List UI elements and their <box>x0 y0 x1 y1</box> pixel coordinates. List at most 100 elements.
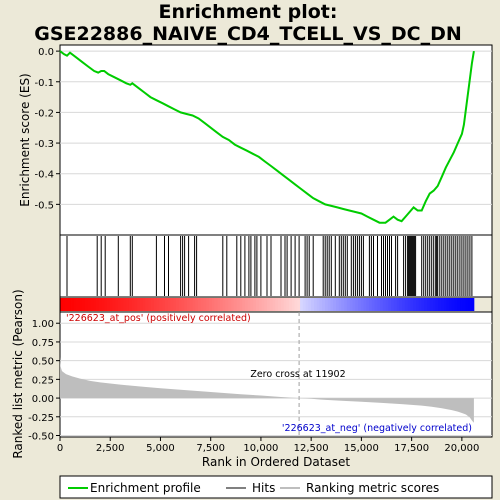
metric-tick-label: 1.00 <box>32 319 54 330</box>
legend-metric-label: Ranking metric scores <box>306 481 439 495</box>
colorbar-segment <box>228 298 232 311</box>
colorbar-segment <box>140 298 144 311</box>
chart-title-line2: GSE22886_NAIVE_CD4_TCELL_VS_DC_DN <box>34 23 462 45</box>
colorbar-segment <box>369 298 373 311</box>
colorbar-segment <box>104 298 108 311</box>
colorbar-segment <box>239 298 243 311</box>
colorbar-segment <box>391 298 395 311</box>
colorbar-segment <box>355 298 359 311</box>
zero-cross-label: Zero cross at 11902 <box>250 369 345 380</box>
colorbar-segment <box>374 298 378 311</box>
colorbar-segment <box>402 298 406 311</box>
colorbar-segment <box>308 298 312 311</box>
colorbar-segment <box>195 298 199 311</box>
colorbar-segment <box>156 298 160 311</box>
metric-tick-label: -0.50 <box>28 432 54 443</box>
colorbar-segment <box>62 298 66 311</box>
x-ticks: 0 2,500 5,000 7,500 10,000 12,500 15,000 17,500… <box>57 437 479 454</box>
colorbar-segment <box>446 298 450 311</box>
colorbar-segment <box>438 298 442 311</box>
colorbar-segment <box>371 298 375 311</box>
colorbar-segment <box>275 298 279 311</box>
metric-tick-label: 0.50 <box>32 357 54 368</box>
colorbar-segment <box>93 298 97 311</box>
colorbar-segment <box>465 298 469 311</box>
colorbar-segment <box>432 298 436 311</box>
colorbar-segment <box>266 298 271 311</box>
colorbar-segment <box>112 298 116 311</box>
colorbar-segment <box>115 298 119 311</box>
x-tick-label: 7,500 <box>196 443 225 454</box>
colorbar-segment <box>142 298 146 311</box>
colorbar-segment <box>159 298 163 311</box>
es-y-axis-label: Enrichment score (ES) <box>18 73 32 206</box>
colorbar-segment <box>197 298 202 311</box>
colorbar-segment <box>451 298 455 311</box>
enrichment-profile-line <box>59 50 475 224</box>
x-tick-label: 15,000 <box>344 443 379 454</box>
es-tick-label: 0.0 <box>38 47 54 58</box>
colorbar-segment <box>454 298 458 311</box>
colorbar-segment <box>167 298 171 311</box>
colorbar-segment <box>258 298 262 311</box>
chart-title-line1: Enrichment plot: <box>159 1 338 23</box>
x-tick-label: 0 <box>57 443 63 454</box>
metric-tick-label: 0.75 <box>32 338 54 349</box>
colorbar-segment <box>349 298 353 311</box>
colorbar-segment <box>410 298 414 311</box>
colorbar-segment <box>449 298 453 311</box>
x-axis-label: Rank in Ordered Dataset <box>202 455 350 469</box>
colorbar-segment <box>388 298 392 311</box>
colorbar-segment <box>65 298 69 311</box>
colorbar-segment <box>333 298 337 311</box>
colorbar-segment <box>462 298 467 311</box>
x-tick-label: 17,500 <box>394 443 429 454</box>
colorbar-segment <box>200 298 204 311</box>
es-y-ticks: 0.0 -0.1 -0.2 -0.3 -0.4 -0.5 <box>34 47 60 211</box>
colorbar-segment <box>382 298 387 311</box>
colorbar-segment <box>283 298 287 311</box>
colorbar-segment <box>98 298 102 311</box>
colorbar-segment <box>460 298 464 311</box>
colorbar-segment <box>128 298 133 311</box>
x-tick-label: 2,500 <box>96 443 125 454</box>
colorbar-segment <box>151 298 155 311</box>
colorbar-segment <box>189 298 193 311</box>
colorbar-segment <box>211 298 215 311</box>
colorbar-segment <box>457 298 461 311</box>
colorbar-segment <box>435 298 439 311</box>
colorbar-segment <box>126 298 130 311</box>
colorbar-segment <box>413 298 417 311</box>
colorbar-segment <box>443 298 447 311</box>
colorbar-segment <box>421 298 425 311</box>
colorbar-segment <box>84 298 88 311</box>
colorbar-segment <box>341 298 345 311</box>
colorbar-segment <box>73 298 77 311</box>
colorbar-segment <box>360 298 364 311</box>
colorbar-segment <box>330 298 334 311</box>
colorbar-segment <box>352 298 356 311</box>
colorbar-segment <box>286 298 290 311</box>
colorbar-segment <box>175 298 180 311</box>
colorbar-segment <box>173 298 177 311</box>
colorbar-segment <box>186 298 191 311</box>
legend-hits-label: Hits <box>252 481 275 495</box>
colorbar-segment <box>291 298 295 311</box>
colorbar-segment <box>272 298 276 311</box>
colorbar-segment <box>429 298 433 311</box>
colorbar-segment <box>120 298 124 311</box>
colorbar-segment <box>424 298 428 311</box>
colorbar-segment <box>145 298 149 311</box>
es-tick-label: -0.1 <box>34 78 54 89</box>
colorbar-segment <box>164 298 169 311</box>
pos-correlated-label: '226623_at_pos' (positively correlated) <box>66 313 251 324</box>
rank-colorbar <box>60 298 475 311</box>
colorbar-segment <box>358 298 362 311</box>
colorbar-segment <box>344 298 348 311</box>
ranking-metric-area <box>60 356 474 423</box>
colorbar-segment <box>250 298 254 311</box>
colorbar-segment <box>244 298 249 311</box>
hit-markers <box>66 236 473 296</box>
colorbar-segment <box>338 298 342 311</box>
